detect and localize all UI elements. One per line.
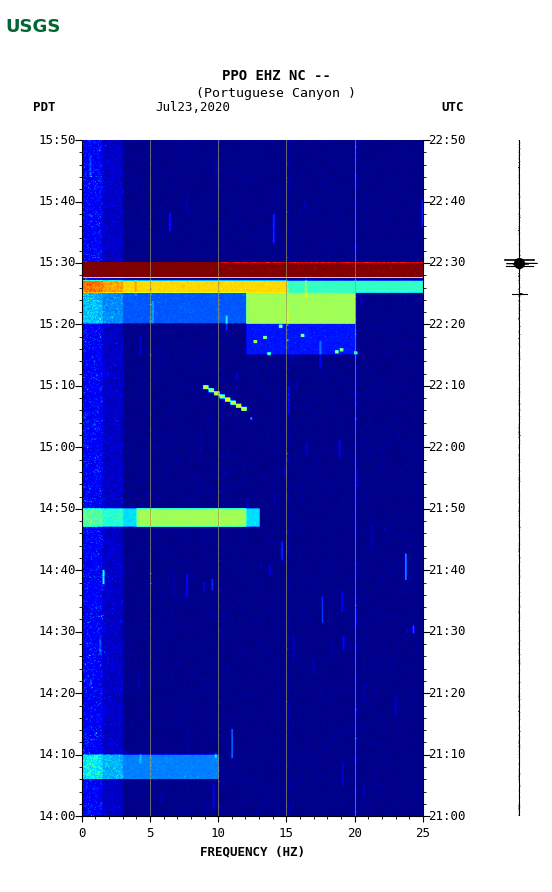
Text: 14:50: 14:50 bbox=[39, 502, 76, 516]
Text: PPO EHZ NC --: PPO EHZ NC -- bbox=[221, 69, 331, 83]
Text: USGS: USGS bbox=[6, 18, 61, 36]
Text: 22:50: 22:50 bbox=[428, 134, 466, 146]
Text: 15:30: 15:30 bbox=[39, 257, 76, 269]
Text: 15:50: 15:50 bbox=[39, 134, 76, 146]
Text: Jul23,2020: Jul23,2020 bbox=[156, 101, 231, 114]
Text: 21:40: 21:40 bbox=[428, 564, 466, 577]
Text: 22:00: 22:00 bbox=[428, 441, 466, 454]
Text: 22:40: 22:40 bbox=[428, 195, 466, 208]
Text: (Portuguese Canyon ): (Portuguese Canyon ) bbox=[196, 87, 356, 100]
Text: 21:00: 21:00 bbox=[428, 810, 466, 822]
Text: 22:30: 22:30 bbox=[428, 257, 466, 269]
Text: 14:40: 14:40 bbox=[39, 564, 76, 577]
Text: 21:30: 21:30 bbox=[428, 625, 466, 639]
X-axis label: FREQUENCY (HZ): FREQUENCY (HZ) bbox=[200, 845, 305, 858]
Text: 14:10: 14:10 bbox=[39, 748, 76, 761]
Text: 14:20: 14:20 bbox=[39, 687, 76, 699]
Text: 21:20: 21:20 bbox=[428, 687, 466, 699]
Text: 15:10: 15:10 bbox=[39, 379, 76, 392]
Text: 15:40: 15:40 bbox=[39, 195, 76, 208]
Text: PDT: PDT bbox=[33, 101, 55, 114]
Text: 14:30: 14:30 bbox=[39, 625, 76, 639]
Text: 21:50: 21:50 bbox=[428, 502, 466, 516]
Text: 14:00: 14:00 bbox=[39, 810, 76, 822]
Text: 15:20: 15:20 bbox=[39, 318, 76, 331]
Text: UTC: UTC bbox=[442, 101, 464, 114]
Text: 22:10: 22:10 bbox=[428, 379, 466, 392]
Text: 21:10: 21:10 bbox=[428, 748, 466, 761]
Text: 15:00: 15:00 bbox=[39, 441, 76, 454]
Text: 22:20: 22:20 bbox=[428, 318, 466, 331]
